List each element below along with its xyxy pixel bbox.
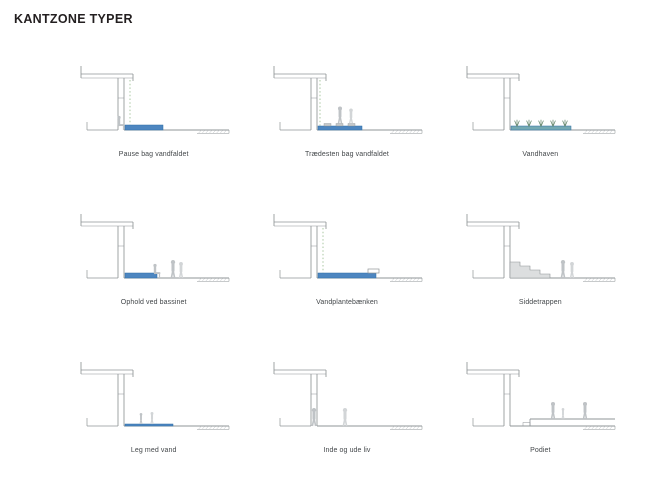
diagram-caption: Trædesten bag vandfaldet — [305, 151, 389, 158]
person-figure — [348, 108, 353, 124]
water-basin — [124, 272, 157, 279]
diagram-cell-ophold-ved-bassinet: Ophold ved bassinet — [57, 200, 250, 342]
section-diagram-vandplantebaenken — [273, 214, 423, 282]
diagram-grid: Pause bag vandfaldet Trædesten bag vandfa… — [57, 52, 637, 490]
person-figure — [583, 402, 588, 420]
diagram-caption: Podiet — [530, 447, 551, 454]
water-plants — [514, 119, 569, 127]
diagram-cell-inde-og-ude-liv: Inde og ude liv — [250, 348, 443, 490]
podium-platform — [523, 418, 616, 427]
person-figure — [342, 408, 348, 427]
person-figure — [178, 262, 183, 279]
person-figure — [561, 408, 565, 420]
building-section — [466, 66, 616, 134]
water-basin — [124, 124, 163, 131]
person-figure — [337, 106, 343, 124]
diagram-caption: Vandhaven — [522, 151, 559, 158]
diagram-caption: Inde og ude liv — [323, 447, 371, 454]
person-figure — [170, 260, 176, 279]
person-figure — [139, 413, 143, 425]
building-section — [466, 214, 616, 282]
sitting-steps — [510, 261, 551, 279]
diagram-cell-podiet: Podiet — [444, 348, 637, 490]
section-diagram-leg-med-vand — [80, 362, 229, 430]
water-basin — [511, 125, 572, 131]
building-section — [80, 66, 229, 134]
water-basin — [317, 272, 377, 279]
section-diagram-podiet — [466, 362, 616, 430]
person-figure — [150, 412, 154, 425]
section-diagram-pause-bag-vandfaldet — [80, 66, 229, 134]
water-basin — [317, 125, 363, 131]
diagram-caption: Vandplantebænken — [316, 299, 378, 306]
page-title: KANTZONE TYPER — [14, 12, 133, 26]
section-diagram-traedesten-bag-vandfaldet — [273, 66, 423, 134]
diagram-caption: Ophold ved bassinet — [120, 299, 187, 306]
diagram-cell-vandhaven: Vandhaven — [444, 52, 637, 194]
plant-bench — [367, 268, 380, 274]
person-figure — [117, 115, 125, 130]
building-section — [273, 66, 423, 134]
diagram-caption: Pause bag vandfaldet — [118, 151, 189, 158]
diagram-cell-traedesten-bag-vandfaldet: Trædesten bag vandfaldet — [250, 52, 443, 194]
section-diagram-inde-og-ude-liv — [273, 362, 423, 430]
person-figure — [153, 263, 161, 278]
section-diagram-ophold-ved-bassinet — [80, 214, 229, 282]
diagram-caption: Leg med vand — [130, 447, 177, 454]
building-section — [273, 362, 423, 430]
diagram-cell-leg-med-vand: Leg med vand — [57, 348, 250, 490]
section-diagram-vandhaven — [466, 66, 616, 134]
person-figure — [570, 262, 575, 279]
diagram-caption: Siddetrappen — [518, 299, 562, 306]
building-section — [273, 214, 423, 282]
diagram-cell-pause-bag-vandfaldet: Pause bag vandfaldet — [57, 52, 250, 194]
stepping-stones — [323, 123, 356, 127]
building-section — [80, 214, 229, 282]
person-figure — [560, 260, 566, 279]
building-section — [80, 362, 229, 430]
person-figure — [551, 402, 556, 420]
diagram-cell-vandplantebaenken: Vandplantebænken — [250, 200, 443, 342]
diagram-cell-siddetrappen: Siddetrappen — [444, 200, 637, 342]
section-diagram-siddetrappen — [466, 214, 616, 282]
water-basin — [124, 423, 173, 427]
person-figure — [311, 408, 317, 427]
